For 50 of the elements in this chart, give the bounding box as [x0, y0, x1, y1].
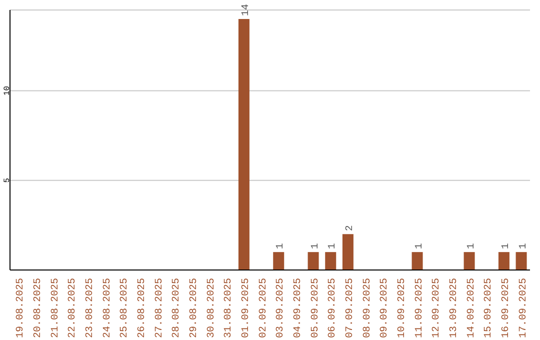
x-tick-label: 26.08.2025	[137, 278, 148, 338]
x-tick-label: 27.08.2025	[154, 278, 166, 338]
x-tick-label: 31.08.2025	[224, 278, 235, 338]
x-tick-label: 30.08.2025	[206, 278, 218, 338]
bar	[308, 252, 319, 270]
x-tick-label: 04.09.2025	[293, 278, 304, 338]
x-tick-label: 09.09.2025	[380, 278, 391, 338]
data-label: 2	[344, 225, 356, 232]
x-tick-label: 08.09.2025	[362, 278, 374, 338]
x-tick-label: 20.08.2025	[33, 278, 44, 338]
data-label: 1	[276, 243, 287, 250]
bar	[273, 252, 284, 270]
x-tick-label: 05.09.2025	[310, 278, 322, 338]
data-label: 1	[328, 243, 339, 250]
x-tick-label: 10.09.2025	[397, 278, 408, 338]
y-tick-label: 10	[3, 86, 12, 96]
x-tick-label: 06.09.2025	[328, 278, 339, 338]
bar	[498, 252, 510, 270]
x-tick-label: 13.09.2025	[449, 278, 460, 338]
x-tick-label: 19.08.2025	[16, 278, 27, 338]
x-tick-label: 16.09.2025	[501, 278, 512, 338]
bar	[325, 252, 336, 270]
x-tick-label: 15.09.2025	[484, 278, 495, 338]
data-label: 1	[310, 243, 322, 250]
bar	[412, 252, 423, 270]
x-tick-label: 28.08.2025	[172, 278, 183, 338]
bar	[342, 234, 354, 270]
x-tick-label: 24.08.2025	[102, 278, 114, 338]
bar	[464, 252, 475, 270]
x-tick-label: 17.09.2025	[518, 278, 530, 338]
x-tick-label: 22.08.2025	[68, 278, 79, 338]
data-label: 14	[240, 4, 252, 16]
x-tick-label: 21.08.2025	[50, 278, 62, 338]
bar	[238, 18, 250, 270]
x-tick-label: 03.09.2025	[276, 278, 287, 338]
x-tick-label: 14.09.2025	[466, 278, 478, 338]
data-label: 1	[414, 243, 426, 250]
data-label: 1	[518, 243, 530, 250]
data-label: 1	[466, 243, 478, 250]
x-tick-label: 25.08.2025	[120, 278, 131, 338]
x-tick-label: 01.09.2025	[241, 278, 252, 338]
x-tick-label: 23.08.2025	[85, 278, 96, 338]
x-tick-label: 02.09.2025	[258, 278, 270, 338]
x-tick-label: 12.09.2025	[432, 278, 443, 338]
x-tick-label: 29.08.2025	[189, 278, 200, 338]
data-label: 1	[500, 243, 512, 250]
x-tick-label: 07.09.2025	[345, 278, 356, 338]
y-tick-label: 5	[3, 178, 12, 183]
x-tick-label: 11.09.2025	[414, 278, 426, 338]
bar	[516, 252, 527, 270]
